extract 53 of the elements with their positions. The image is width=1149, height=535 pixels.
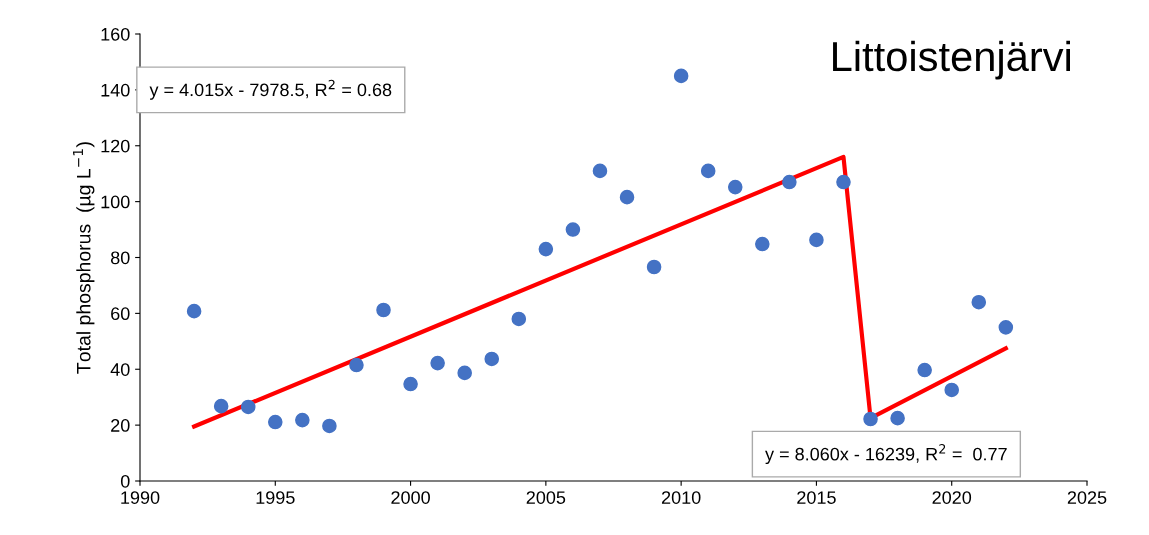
point: [836, 174, 851, 190]
point: [457, 365, 472, 381]
point: [809, 232, 824, 248]
y-tick-label: 40: [110, 363, 130, 376]
point: [998, 320, 1014, 335]
point: [403, 376, 418, 392]
y-axis-title: Total phosphorus (µg L$^{−1}$): [73, 142, 95, 374]
point: [511, 311, 527, 327]
x-tick-label: 2005: [526, 491, 566, 504]
point: [484, 351, 500, 367]
point: [268, 414, 283, 430]
y-tick-label: 100: [101, 195, 130, 209]
point: [430, 355, 445, 371]
point: [592, 163, 608, 179]
point: [673, 68, 689, 84]
y-tick-label: 0: [120, 474, 130, 488]
line-series: [192, 154, 1008, 429]
point: [727, 179, 743, 195]
chart-title: Littoistenjärvi: [833, 40, 1070, 80]
y-tick-label: 80: [110, 251, 130, 265]
point: [376, 302, 391, 318]
x-tick-label: 1995: [256, 491, 295, 504]
point: [619, 189, 635, 205]
y-tick-label: 160: [101, 27, 130, 41]
point: [349, 357, 364, 373]
point: [646, 259, 662, 275]
y-tick-label: 140: [101, 83, 130, 97]
annotation: y = 4.015x - 7978.5, R$^{2}$ = 0.68: [149, 79, 392, 100]
x-tick-label: 2020: [932, 491, 972, 504]
x-tick-label: 2000: [391, 491, 430, 504]
point: [890, 410, 905, 426]
point: [700, 163, 716, 179]
y-tick-label: 20: [111, 419, 130, 432]
annotation: y = 8.060x - 16239, R$^{2}$ = 0.77: [765, 444, 1007, 465]
point: [538, 241, 554, 257]
point: [565, 222, 581, 237]
point: [944, 382, 959, 398]
point: [213, 398, 229, 414]
y-tick-label: 60: [111, 307, 130, 321]
point: [782, 174, 797, 190]
x-tick-label: 2025: [1067, 491, 1107, 504]
point: [240, 399, 256, 415]
point: [295, 412, 310, 428]
point: [863, 411, 878, 427]
x-tick-label: 2010: [661, 491, 701, 504]
y-tick-label: 120: [101, 139, 130, 153]
point: [971, 294, 987, 310]
point: [755, 236, 770, 252]
x-tick-label: 2015: [797, 491, 836, 504]
point: [322, 418, 337, 434]
point: [186, 303, 202, 319]
x-tick-label: 1990: [121, 491, 160, 504]
point: [917, 362, 932, 378]
